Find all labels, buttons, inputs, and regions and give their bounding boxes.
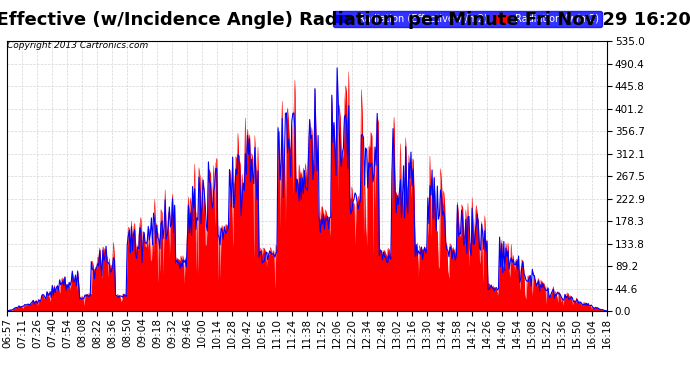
Text: Solar & Effective (w/Incidence Angle) Radiation  per Minute Fri Nov 29 16:20: Solar & Effective (w/Incidence Angle) Ra… [0, 11, 690, 29]
Text: Copyright 2013 Cartronics.com: Copyright 2013 Cartronics.com [7, 41, 148, 50]
Legend: Radiation (Effective w/m2), Radiation (w/m2): Radiation (Effective w/m2), Radiation (w… [333, 11, 602, 27]
